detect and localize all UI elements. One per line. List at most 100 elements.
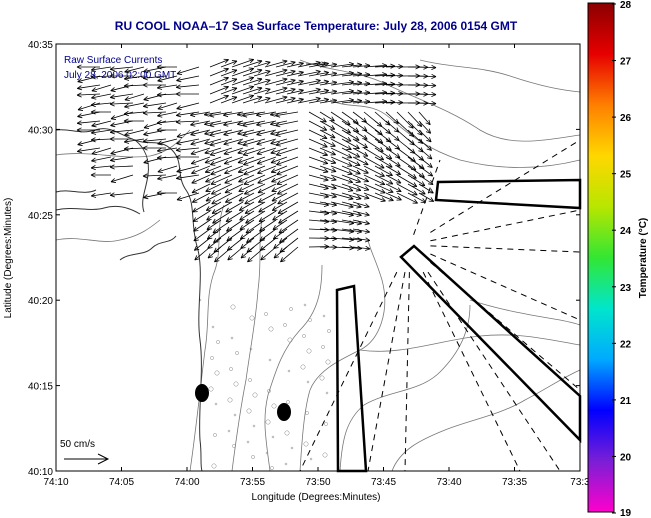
current-vector — [256, 129, 277, 137]
current-vector — [243, 156, 266, 166]
current-vector — [124, 102, 145, 109]
colorbar-tick-label: 28 — [620, 0, 632, 11]
current-vector — [341, 165, 361, 175]
current-vector — [209, 67, 229, 77]
depth-contour — [264, 264, 323, 472]
coast-segment — [119, 235, 177, 261]
current-vector — [210, 156, 233, 166]
current-vector — [176, 174, 200, 181]
current-vector — [209, 147, 233, 157]
colorbar-tick-label: 21 — [620, 396, 632, 407]
radial-line — [367, 272, 406, 472]
current-vector — [253, 78, 271, 86]
current-vector — [258, 192, 277, 203]
current-vector — [176, 66, 200, 75]
current-vector — [192, 201, 211, 213]
current-vector — [238, 192, 255, 202]
current-vector — [352, 138, 368, 149]
current-vector — [297, 87, 321, 95]
depth-contour — [231, 219, 263, 472]
current-vector — [225, 201, 244, 213]
y-tick-label: 40:15 — [28, 382, 53, 393]
scale-label: 50 cm/s — [60, 439, 95, 450]
current-vector — [264, 95, 288, 104]
current-vector — [308, 156, 329, 165]
current-vector — [264, 59, 288, 68]
current-vector — [280, 246, 299, 263]
current-vector — [256, 120, 277, 127]
current-vector — [297, 96, 321, 104]
current-vector — [341, 201, 362, 209]
current-vector — [286, 97, 304, 104]
radial-line — [427, 271, 561, 472]
current-vector — [275, 78, 296, 86]
current-vector — [341, 192, 362, 200]
depth-contour — [469, 299, 581, 326]
current-vector — [175, 119, 200, 125]
radial-line — [430, 139, 581, 233]
current-vector — [156, 84, 178, 90]
current-vector — [90, 137, 112, 143]
current-vector — [308, 165, 329, 174]
x-tick-label: 73:50 — [305, 477, 330, 488]
current-vector — [396, 192, 418, 204]
current-vector — [237, 129, 255, 136]
current-vector — [330, 165, 353, 176]
current-vector — [418, 174, 434, 185]
current-vector — [209, 76, 229, 86]
current-vector — [352, 210, 370, 217]
colorbar-tick-label: 23 — [620, 283, 632, 294]
radial-line — [430, 253, 581, 321]
current-vector — [271, 201, 288, 211]
current-vector — [341, 156, 361, 166]
current-vector — [239, 210, 255, 221]
current-vector — [156, 127, 177, 133]
current-vector — [418, 64, 437, 71]
colorbar — [587, 2, 615, 513]
legend-time: July 28, 2006 02:00 GMT — [64, 70, 176, 81]
current-vector — [374, 174, 394, 185]
current-vector — [156, 64, 177, 70]
x-tick-label: 73:35 — [502, 477, 527, 488]
current-vector — [319, 129, 336, 139]
current-vector — [264, 77, 288, 86]
current-vector — [352, 219, 370, 226]
current-vector — [209, 58, 229, 68]
current-vector — [109, 73, 133, 79]
current-vector — [418, 156, 433, 168]
current-vector — [341, 147, 361, 158]
current-vector — [142, 173, 167, 179]
current-vector — [308, 147, 328, 157]
current-vector — [319, 120, 336, 130]
current-vector — [270, 138, 288, 145]
current-vector — [418, 165, 434, 177]
current-vector — [260, 246, 277, 261]
current-vector — [341, 183, 362, 192]
current-vector — [253, 69, 271, 77]
current-vector — [123, 118, 144, 124]
current-vector — [211, 192, 233, 205]
radial-lines — [299, 139, 581, 472]
coastline — [55, 128, 203, 472]
surface-current-vectors — [76, 58, 437, 263]
current-vector — [231, 85, 254, 95]
current-vector — [209, 85, 229, 95]
current-vector — [363, 174, 386, 186]
x-tick-label: 73:45 — [371, 477, 396, 488]
depth-contour — [339, 304, 471, 472]
current-vector — [223, 111, 244, 118]
current-vector — [157, 102, 178, 111]
current-vector — [176, 192, 200, 201]
current-vector — [142, 138, 167, 144]
current-vector — [352, 192, 370, 200]
current-vector — [264, 86, 288, 95]
current-vector — [275, 87, 296, 95]
current-vector — [396, 183, 418, 196]
current-vector — [271, 183, 288, 192]
current-vector — [224, 183, 244, 194]
current-vector — [264, 68, 288, 77]
depth-contour — [419, 59, 581, 93]
current-vector — [211, 183, 233, 195]
current-vector — [286, 88, 304, 95]
current-vector — [352, 129, 368, 140]
